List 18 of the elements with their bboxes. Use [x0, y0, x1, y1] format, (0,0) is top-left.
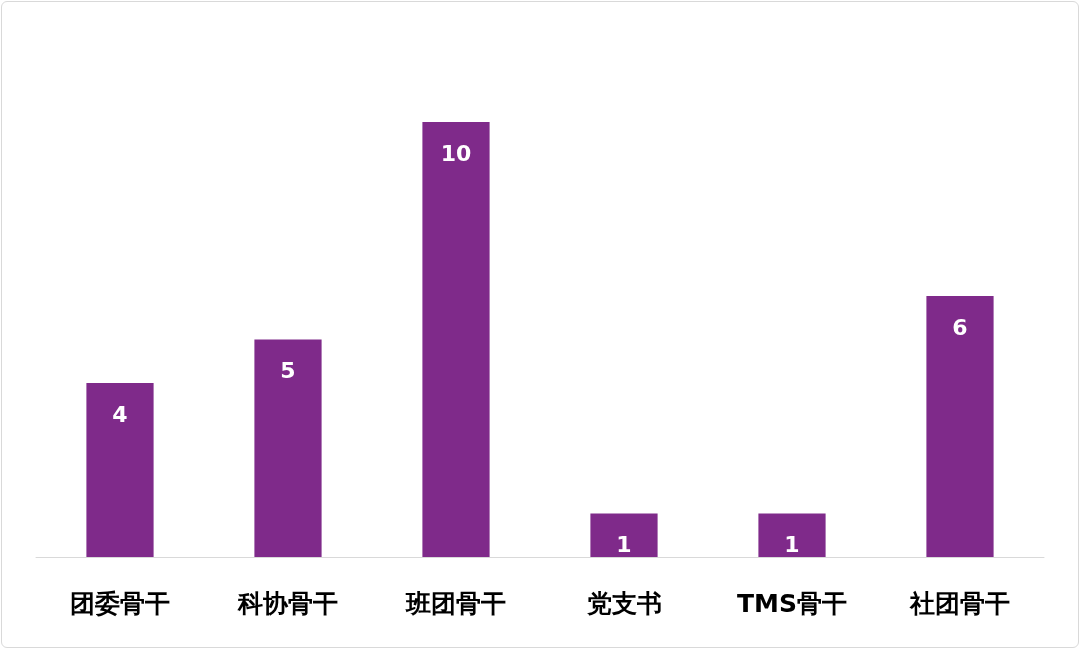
- x-tick-label: 班团骨干: [405, 589, 506, 618]
- data-label: 1: [616, 532, 632, 557]
- bar: [86, 383, 154, 557]
- data-label: 10: [440, 140, 472, 166]
- x-tick-label: 科协骨干: [237, 589, 338, 618]
- data-label: 1: [784, 532, 800, 557]
- bar: [590, 513, 658, 557]
- bar: [926, 296, 994, 557]
- x-tick-label: 社团骨干: [909, 589, 1010, 618]
- data-label: 6: [952, 314, 968, 340]
- bar: [758, 513, 826, 557]
- bar: [422, 122, 490, 557]
- data-label: 5: [280, 358, 296, 383]
- x-tick-label: 团委骨干: [70, 589, 170, 618]
- data-label: 4: [112, 401, 128, 427]
- x-tick-label: TMS骨干: [737, 589, 847, 618]
- bar: [254, 339, 322, 557]
- x-tick-label: 党支书: [585, 589, 662, 618]
